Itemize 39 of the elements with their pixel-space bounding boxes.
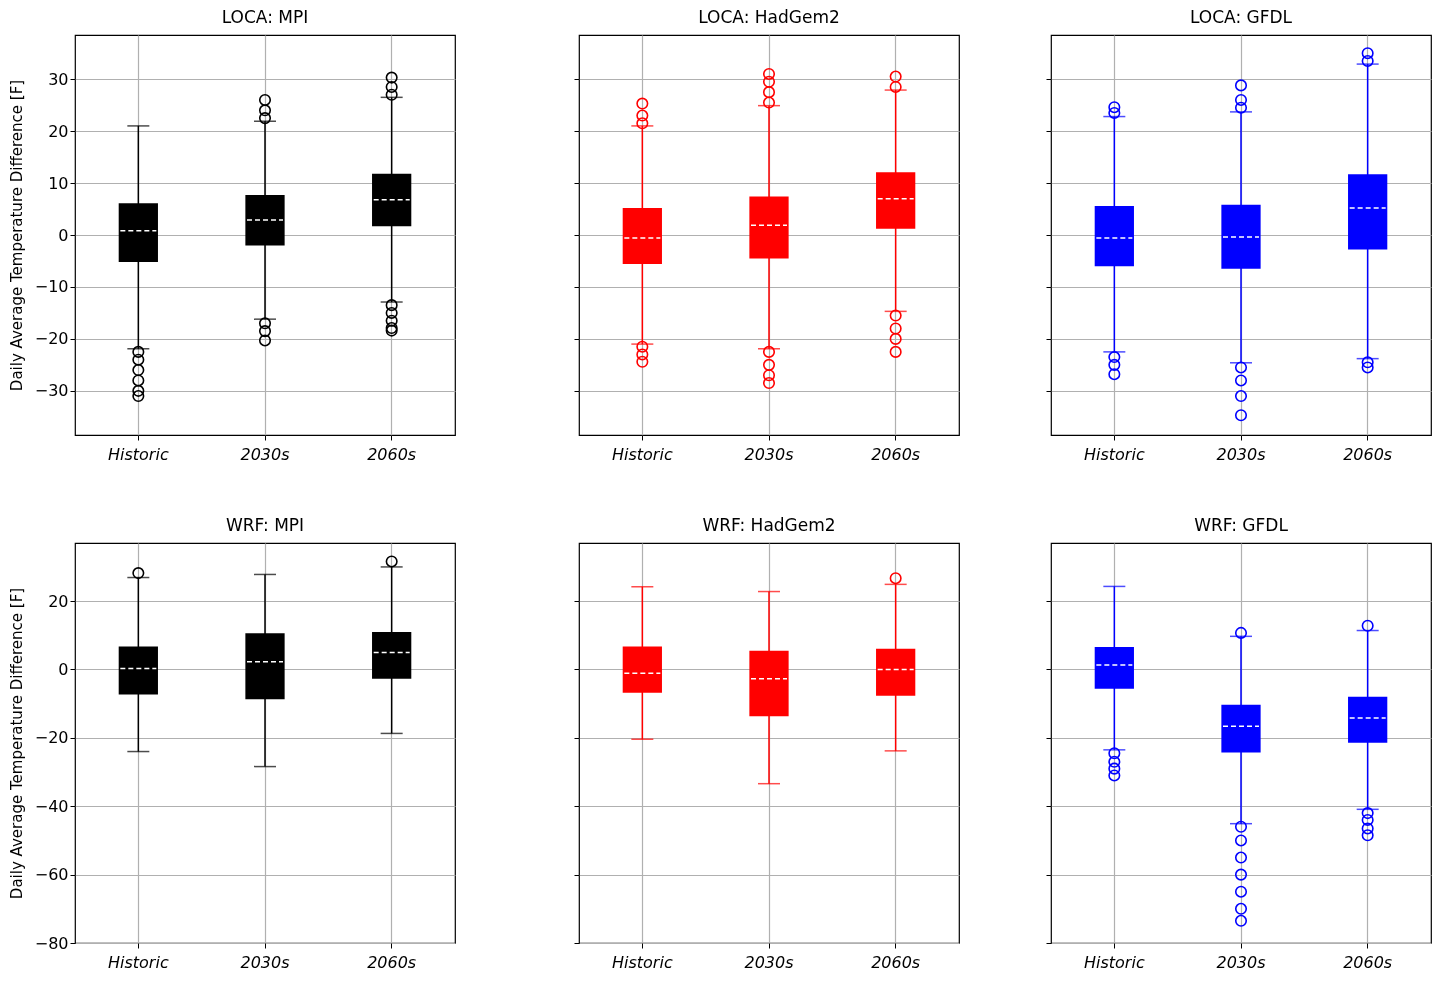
y-tick-label: −40 xyxy=(34,796,69,816)
y-axis-title: Daily Average Temperature Difference [F] xyxy=(7,79,26,392)
chart-title: WRF: HadGem2 xyxy=(702,515,836,535)
x-tick-label: 2060s xyxy=(367,952,417,972)
y-tick-label: 0 xyxy=(58,660,69,679)
x-tick-label: 2030s xyxy=(744,952,794,972)
y-tick-label: 30 xyxy=(48,69,69,89)
x-tick-label: Historic xyxy=(1083,444,1145,464)
y-tick-label: 20 xyxy=(48,591,69,611)
y-tick-label: −10 xyxy=(34,277,69,297)
x-tick-label: 2030s xyxy=(1216,952,1266,972)
y-tick-label: −20 xyxy=(34,329,69,349)
x-tick-label: 2060s xyxy=(1343,952,1393,972)
y-tick-label: 10 xyxy=(48,173,69,193)
y-tick-label: 20 xyxy=(48,121,69,141)
chart-title: LOCA: GFDL xyxy=(1189,7,1293,27)
y-tick-label: −60 xyxy=(34,865,69,885)
x-tick-label: 2060s xyxy=(871,444,921,464)
x-tick-label: 2030s xyxy=(240,952,290,972)
x-tick-label: Historic xyxy=(1083,952,1145,972)
x-tick-label: 2060s xyxy=(871,952,921,972)
y-tick-label: 0 xyxy=(58,225,69,245)
x-tick-label: Historic xyxy=(611,444,673,464)
chart-title: WRF: MPI xyxy=(225,515,305,535)
chart-title: WRF: GFDL xyxy=(1194,515,1289,535)
y-tick-label: −80 xyxy=(34,933,69,953)
x-tick-label: 2030s xyxy=(744,444,794,464)
x-tick-label: 2030s xyxy=(240,444,290,464)
y-tick-label: −20 xyxy=(34,728,69,748)
chart-title: LOCA: HadGem2 xyxy=(698,7,840,27)
chart-title: LOCA: MPI xyxy=(221,7,309,27)
y-tick-label: −30 xyxy=(34,381,69,401)
x-tick-label: Historic xyxy=(107,952,169,972)
x-tick-label: Historic xyxy=(611,952,673,972)
y-axis-title: Daily Average Temperature Difference [F] xyxy=(7,587,26,900)
x-tick-label: 2060s xyxy=(1343,444,1393,464)
x-tick-label: Historic xyxy=(107,444,169,464)
x-tick-label: 2030s xyxy=(1216,444,1266,464)
x-tick-label: 2060s xyxy=(367,444,417,464)
